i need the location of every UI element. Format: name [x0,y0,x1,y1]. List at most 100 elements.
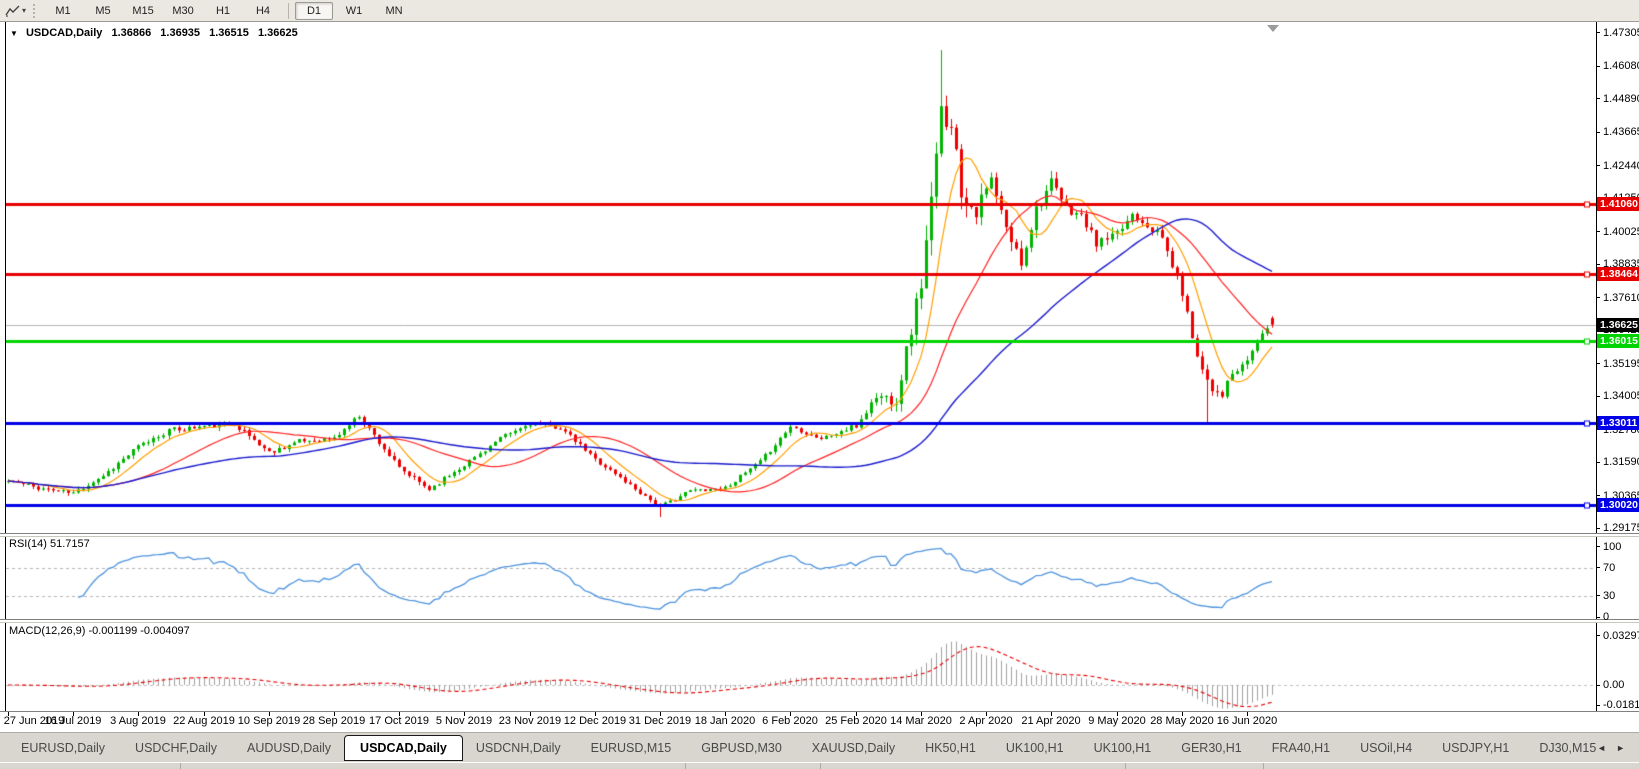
date-label: 12 Dec 2019 [563,715,627,727]
date-tick [1117,712,1118,716]
tab-usdcad-daily[interactable]: USDCAD,Daily [344,734,463,761]
tab-uk100-h1[interactable]: UK100,H1 [1005,740,1064,755]
tab-uk100-h1[interactable]: UK100,H1 [1093,740,1152,755]
rsi-axis-tick: 0 [1596,611,1609,623]
price-level-badge: 1.30020 [1597,498,1639,512]
tab-usdchf-daily[interactable]: USDCHF,Daily [135,740,217,755]
tab-ger30-h1[interactable]: GER30,H1 [1181,740,1242,755]
timeframe-button-m30[interactable]: M30 [172,4,194,17]
date-label: 5 Nov 2019 [435,715,493,727]
status-pane-separator [180,763,181,769]
date-label: 31 Dec 2019 [628,715,692,727]
date-label: 6 Feb 2020 [762,715,818,727]
date-tick [986,712,987,716]
timeframe-button-h4[interactable]: H4 [255,4,271,17]
tab-gbpusd-m30[interactable]: GBPUSD,M30 [701,740,782,755]
rsi-axis-tick: 30 [1596,590,1615,602]
tab-xauusd-daily[interactable]: XAUUSD,Daily [811,740,896,755]
tab-dj30-m15[interactable]: DJ30,M15 [1539,740,1597,755]
date-tick [464,712,465,716]
price-level-badge: 1.41060 [1597,196,1639,211]
timeframe-button-m15[interactable]: M15 [132,4,154,17]
price-level-badge: 1.38464 [1597,267,1639,282]
date-tick [138,712,139,716]
ohlc-low: 1.36515 [209,27,249,39]
tab-fra40-h1[interactable]: FRA40,H1 [1271,740,1331,755]
chart-tools-icon[interactable] [4,3,22,19]
price-axis-border [1596,22,1597,712]
tab-usoil-h4[interactable]: USOil,H4 [1360,740,1413,755]
ohlc-high: 1.36935 [160,27,201,39]
timeframe-button-w1[interactable]: W1 [345,4,363,17]
timeframe-button-h1[interactable]: H1 [215,4,231,17]
timeframe-group: M1 M5 M15 M30 H1 H4 D1 W1 MN [43,0,414,21]
tab-scroll-left-icon[interactable]: ◄ [1597,742,1607,753]
rsi-macd-splitter[interactable] [0,619,1639,623]
date-tick [8,712,9,716]
date-label: 16 Jul 2019 [44,715,102,727]
price-axis-tick: 1.29175 [1596,522,1639,534]
tab-scroll-controls: ◄ ► [1583,743,1639,753]
price-axis-tick: 1.35195 [1596,358,1639,370]
date-tick [725,712,726,716]
chart-symbol-label: USDCAD,Daily [25,27,103,39]
price-axis-tick: 1.43665 [1596,126,1639,138]
macd-axis-tick: -0.018154 [1596,699,1639,711]
tab-eurusd-m15[interactable]: EURUSD,M15 [590,740,672,755]
tab-audusd-daily[interactable]: AUDUSD,Daily [247,740,332,755]
tab-usdjpy-h1[interactable]: USDJPY,H1 [1442,740,1510,755]
chart-shift-marker-icon[interactable] [1267,25,1279,32]
date-label: 21 Apr 2020 [1021,715,1081,727]
rsi-indicator-label: RSI(14) 51.7157 [9,538,90,550]
main-rsi-splitter[interactable] [0,533,1639,537]
timeframe-button-m5[interactable]: M5 [95,4,111,17]
date-tick [856,712,857,716]
tab-hk50-h1[interactable]: HK50,H1 [925,740,976,755]
date-tick [204,712,205,716]
date-tick [1182,712,1183,716]
candlestick-chart-canvas[interactable] [6,23,1596,533]
price-axis-tick: 1.47305 [1596,27,1639,39]
current-price-badge: 1.36625 [1597,317,1639,332]
price-level-badge: 1.33011 [1597,416,1639,431]
macd-indicator-canvas[interactable] [6,622,1596,711]
toolbar-grip[interactable] [33,3,38,18]
tab-eurusd-daily[interactable]: EURUSD,Daily [21,740,106,755]
date-tick [790,712,791,716]
date-label: 14 Mar 2020 [890,715,952,727]
date-label: 27 Jun 2019 [3,715,65,727]
date-label: 22 Aug 2019 [173,715,235,727]
date-tick [595,712,596,716]
timeframe-button-m1[interactable]: M1 [55,4,71,17]
tab-scroll-right-icon[interactable]: ► [1616,742,1625,753]
price-level-badge: 1.36015 [1597,334,1639,349]
chart-tools-dropdown-caret-icon[interactable]: ▾ [22,6,27,15]
toolbar-separator [288,2,290,19]
date-label: 23 Nov 2019 [498,715,562,727]
date-label: 3 Aug 2019 [110,715,166,727]
ohlc-open: 1.36866 [111,27,152,39]
macd-axis-tick: 0.00 [1596,679,1624,691]
date-label: 10 Sep 2019 [237,715,301,727]
date-label: 9 May 2020 [1088,715,1146,727]
chart-left-border [5,22,6,712]
date-label: 18 Jan 2020 [694,715,756,727]
price-axis-tick: 1.34005 [1596,390,1639,402]
status-pane-separator [820,763,821,769]
rsi-indicator-canvas[interactable] [6,536,1596,619]
timeframe-button-mn[interactable]: MN [385,4,403,17]
timeframe-toolbar: ▾ M1 M5 M15 M30 H1 H4 D1 W1 MN [0,0,1639,22]
price-axis-tick: 1.31590 [1596,456,1639,468]
date-label: 28 Sep 2019 [302,715,366,727]
price-axis-tick: 1.40025 [1596,226,1639,238]
tab-usdcnh-daily[interactable]: USDCNH,Daily [475,740,561,755]
date-tick [921,712,922,716]
chart-panel-collapse-icon[interactable]: ▼ [10,29,18,38]
date-label: 16 Jun 2020 [1216,715,1278,727]
date-label: 28 May 2020 [1150,715,1214,727]
chart-tabs: EURUSD,Daily USDCHF,Daily AUDUSD,Daily USDC… [0,732,1596,763]
timeframe-button-d1[interactable]: D1 [295,1,334,20]
date-tick [269,712,270,716]
line-chart-glyph [5,5,20,17]
rsi-axis-tick: 70 [1596,562,1615,574]
